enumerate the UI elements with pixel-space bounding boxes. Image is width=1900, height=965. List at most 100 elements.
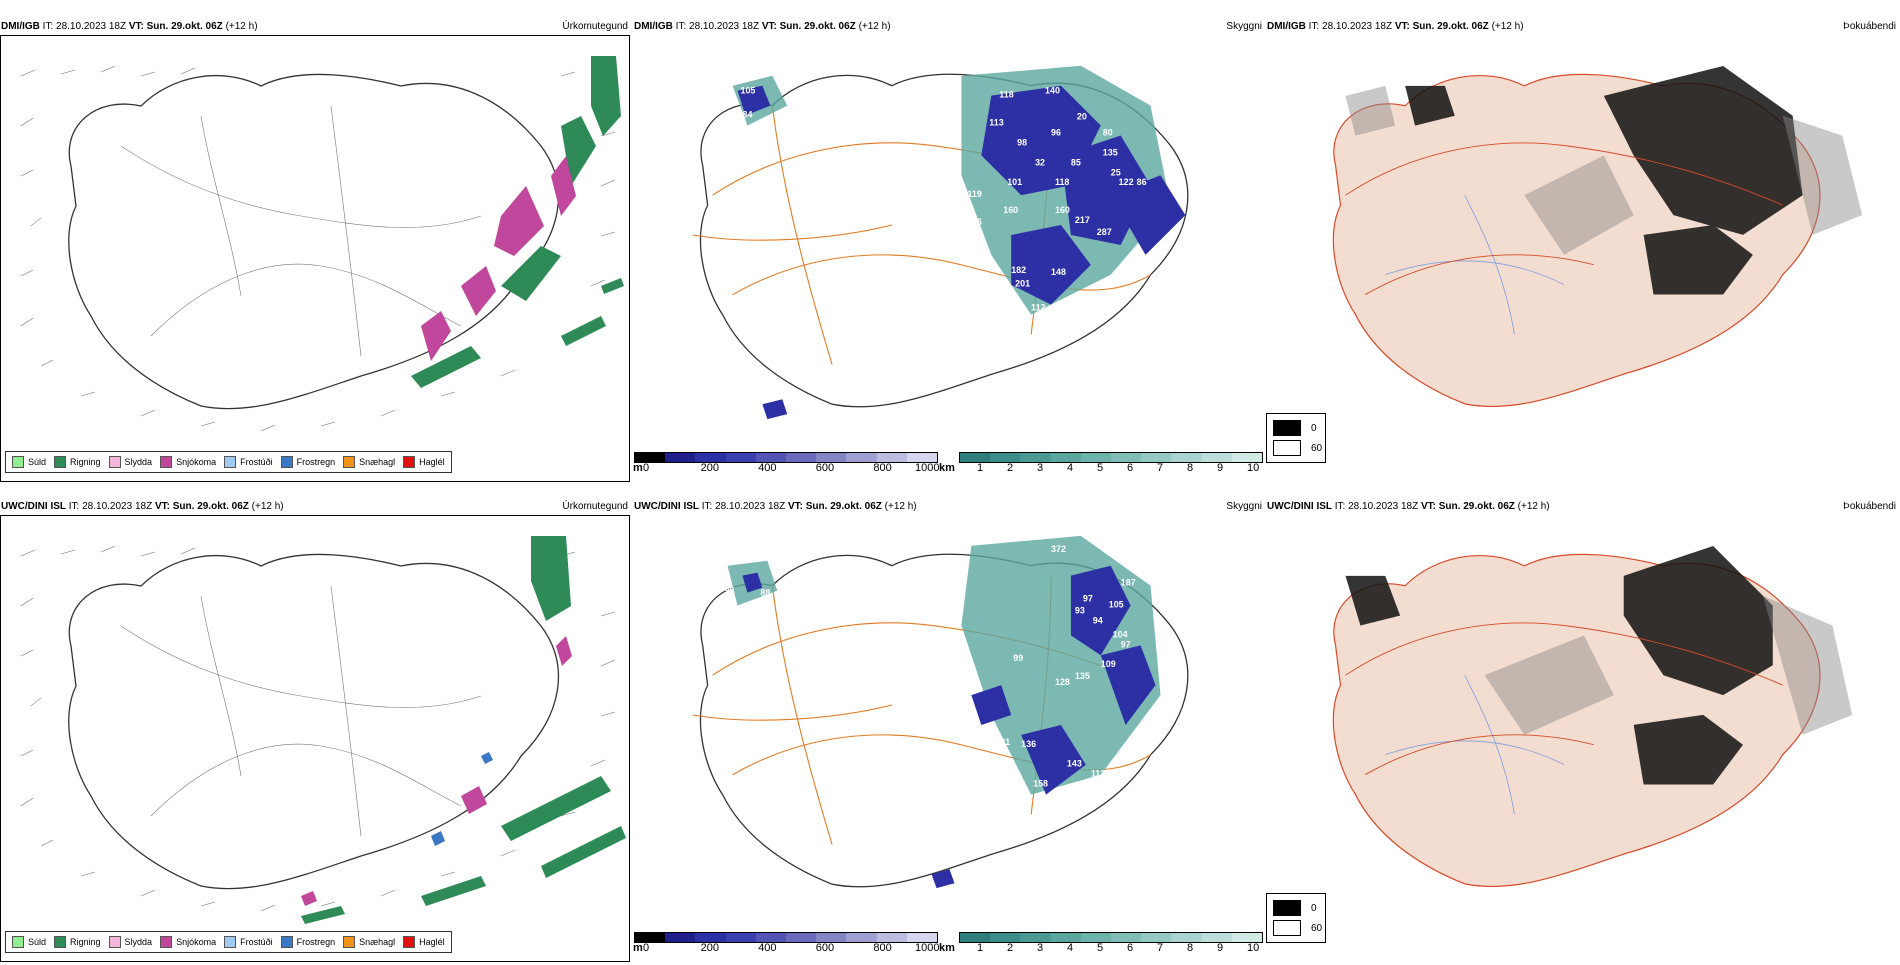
tick-label: 2: [1007, 462, 1014, 474]
fog-swatch: [1273, 900, 1301, 916]
tick-label: 9: [1217, 462, 1224, 474]
panel-title: Úrkomutegund: [562, 21, 628, 32]
visibility-value-label: 104: [1113, 629, 1128, 639]
unit-km: km: [939, 942, 955, 954]
legend-item: Frostúði: [224, 936, 273, 948]
iceland-outline: [68, 73, 560, 410]
tick-label: 1: [977, 942, 984, 954]
visibility-value-label: 158: [1033, 779, 1048, 789]
panel-header: UWC/DINI ISL IT: 28.10.2023 18Z VT: Sun.…: [1, 501, 628, 515]
iceland-map[interactable]: [1, 516, 629, 926]
iceland-map[interactable]: [1266, 515, 1896, 895]
tick-label: 600: [815, 942, 835, 954]
visibility-value-label: 148: [1051, 267, 1066, 277]
visibility-value-label: 32: [1035, 157, 1045, 167]
legend-label: Frostregn: [296, 457, 336, 467]
fog-grey: [1345, 85, 1863, 255]
visibility-value-label: 88: [760, 588, 770, 598]
visibility-colorbars: m km 0 200 400 600 800 1000 1 2 3 4 5 6 7 8 9 10: [633, 438, 1266, 478]
legend-label: Snjókoma: [176, 457, 217, 467]
precip-map-svg: [20, 56, 624, 432]
tick-label: 4: [1067, 462, 1074, 474]
visibility-labels: 105 84 118 140 113 98 96 20 135 32 85 80 101 118 25122…: [740, 86, 1146, 313]
valid-label: VT:: [1420, 501, 1436, 512]
legend-swatch: [343, 936, 356, 948]
lead-time: (+12 h): [225, 21, 258, 32]
visibility-value-label: 160: [1055, 205, 1070, 215]
legend-label: Snæhagl: [359, 937, 396, 947]
roads: [1345, 622, 1783, 775]
fog-legend-row: 60: [1273, 440, 1322, 456]
unit-m: m: [633, 942, 643, 954]
wind-barbs: [20, 65, 616, 432]
model-name: DMI/IGB: [1, 21, 40, 32]
legend-swatch: [280, 456, 293, 468]
visibility-value-label: 105: [1109, 600, 1124, 610]
visibility-value-label: 119: [967, 189, 981, 199]
fog-swatch: [1273, 440, 1301, 456]
visibility-value-label: 86: [1137, 177, 1147, 187]
visibility-value-label: 143: [1067, 759, 1082, 769]
colorbar-segment: [695, 933, 726, 942]
fog-legend-row: 0: [1273, 900, 1317, 916]
tick-label: 200: [700, 462, 719, 474]
visibility-value-label: 25: [1111, 167, 1121, 177]
fog-swatch: [1273, 420, 1301, 436]
visibility-value-label: 101: [1007, 177, 1022, 187]
colorbar-m: [634, 452, 938, 463]
iceland-map[interactable]: 105 84 118 140 113 98 96 20 135 32 85 80 101 118 25 122…: [633, 35, 1263, 435]
colorbar-segment: [960, 453, 991, 462]
colorbar-segment: [1171, 453, 1202, 462]
colorbar-segment: [1080, 933, 1112, 942]
colorbar-segment: [1020, 453, 1051, 462]
panel-header: DMI/IGB IT: 28.10.2023 18Z VT: Sun. 29.o…: [634, 21, 1262, 35]
colorbar-segment: [1050, 453, 1081, 462]
interior-lines: [120, 585, 482, 837]
colorbar-m: [634, 932, 938, 943]
fog-panel: UWC/DINI ISL IT: 28.10.2023 18Z VT: Sun.…: [1266, 495, 1900, 965]
visibility-value-label: 98: [725, 586, 735, 596]
legend-swatch: [12, 936, 24, 948]
tick-label: 4: [1067, 942, 1074, 954]
init-time: 28.10.2023 18Z: [1348, 501, 1419, 512]
iceland-map[interactable]: [1266, 35, 1896, 415]
visibility-value-label: 187: [1121, 578, 1136, 588]
legend-item: Snæhagl: [343, 456, 395, 468]
visibility-value-label: 112: [1031, 303, 1045, 313]
roads: [1345, 142, 1783, 295]
tick-label: 9: [1217, 942, 1224, 954]
tick-label: 7: [1157, 942, 1164, 954]
visibility-value-label: 94: [1093, 615, 1103, 625]
iceland-map[interactable]: [1, 36, 629, 446]
fog-legend-row: 60: [1273, 920, 1322, 936]
colorbar-segment: [846, 933, 877, 942]
tick-label: 3: [1037, 942, 1044, 954]
panel-title: Skyggni: [1226, 501, 1262, 512]
map-frame: Súld Rigning Slydda Snjókoma Frostúði Fr…: [0, 515, 630, 962]
visibility-value-label: 93: [1075, 605, 1085, 615]
snow-areas: [421, 156, 576, 361]
legend-item: Frostúði: [224, 456, 273, 468]
colorbar-km: [959, 452, 1263, 463]
precip-legend: Súld Rigning Slydda Snjókoma Frostúði Fr…: [5, 451, 452, 473]
visibility-panel: UWC/DINI ISL IT: 28.10.2023 18Z VT: Sun.…: [633, 495, 1266, 965]
tick-label: 0: [643, 462, 650, 474]
snow-areas: [301, 636, 572, 906]
visibility-value-label: 372: [1051, 544, 1066, 554]
tick-label: 200: [700, 942, 719, 954]
legend-label: Súld: [28, 457, 47, 467]
fog-legend-row: 0: [1273, 420, 1317, 436]
visibility-value-label: 287: [1097, 227, 1112, 237]
colorbar-segment: [1141, 453, 1172, 462]
iceland-map[interactable]: 98 88 372 187 97 105 93 94 104 97 99 109 135 128 121 13…: [633, 515, 1263, 915]
legend-item: Súld: [12, 936, 46, 948]
init-time: 28.10.2023 18Z: [689, 21, 760, 32]
visibility-value-label: 84: [742, 110, 752, 120]
iceland-outline: [699, 73, 1189, 408]
fog-dark: [1345, 546, 1773, 785]
visibility-value-label: 122: [1119, 177, 1134, 187]
tick-label: 8: [1187, 942, 1194, 954]
colorbar-segment: [906, 453, 938, 462]
visibility-value-label: 113: [989, 118, 1003, 128]
colorbar-segment: [960, 933, 991, 942]
